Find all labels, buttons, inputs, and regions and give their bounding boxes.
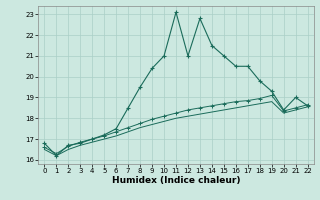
X-axis label: Humidex (Indice chaleur): Humidex (Indice chaleur) bbox=[112, 176, 240, 185]
